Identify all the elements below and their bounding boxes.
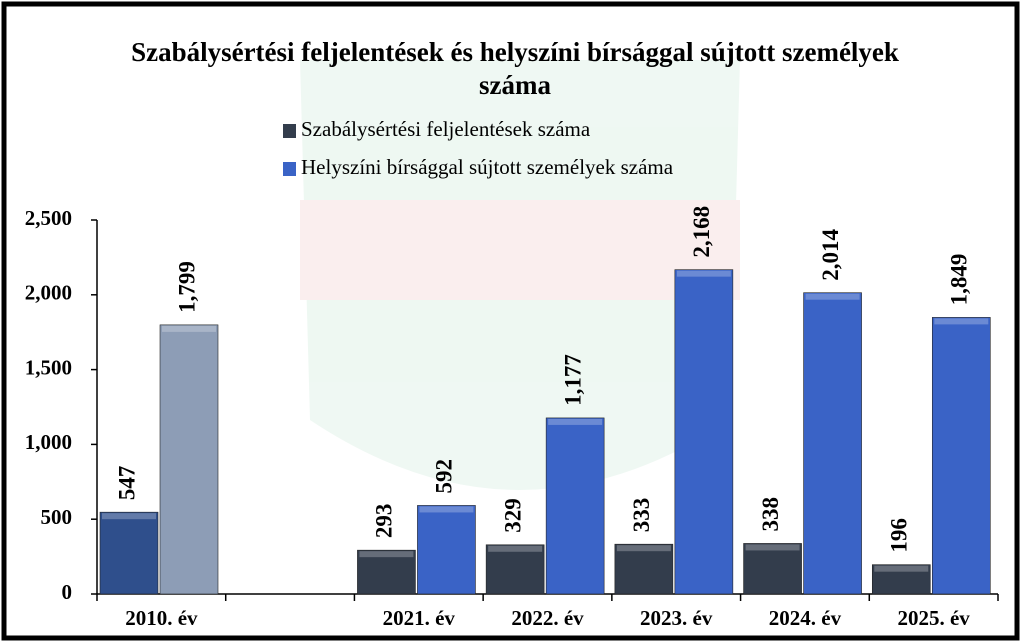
bar	[486, 545, 544, 594]
bar-highlight	[617, 545, 671, 551]
bar	[615, 544, 673, 594]
bar-highlight	[874, 566, 928, 572]
x-tick-label: 2021. év	[383, 606, 456, 630]
data-label: 338	[758, 497, 783, 532]
bar-highlight	[419, 506, 473, 512]
data-label: 1,177	[560, 354, 585, 406]
y-tick-label: 2,500	[25, 206, 72, 230]
legend-swatch	[283, 124, 296, 138]
page: Szabálysértési feljelentések száma Helysz…	[0, 0, 1021, 642]
legend-swatch	[283, 162, 296, 176]
data-label: 329	[500, 498, 525, 533]
bar	[744, 543, 802, 594]
data-label: 196	[887, 518, 912, 553]
data-label: 333	[629, 498, 654, 533]
bar	[546, 418, 604, 594]
data-label: 1,799	[174, 261, 199, 313]
x-tick-label: 2024. év	[769, 606, 842, 630]
bar-highlight	[677, 271, 731, 277]
bar-highlight	[934, 318, 988, 324]
data-label: 2,168	[689, 206, 714, 258]
bar-highlight	[746, 544, 800, 550]
y-tick-label: 0	[62, 580, 73, 604]
legend-label: Szabálysértési feljelentések száma	[301, 117, 591, 141]
bar-highlight	[359, 551, 413, 557]
bar-highlight	[548, 419, 602, 425]
bar-highlight	[102, 513, 156, 519]
legend-label: Helyszíni bírsággal sújtott személyek sz…	[301, 155, 674, 179]
bar-highlight	[488, 546, 542, 552]
data-label: 592	[432, 459, 457, 494]
y-tick-label: 1,500	[25, 355, 72, 379]
data-label: 2,014	[818, 228, 843, 280]
chart-title: Szabálysértési feljelentések és helyszín…	[120, 36, 910, 102]
bar-highlight	[162, 326, 216, 332]
x-tick-label: 2023. év	[640, 606, 713, 630]
y-tick-label: 500	[41, 505, 73, 529]
bar	[675, 270, 733, 594]
bar	[100, 512, 158, 594]
bar	[160, 325, 218, 594]
bar-highlight	[806, 294, 860, 300]
y-tick-label: 2,000	[25, 281, 72, 305]
x-tick-label: 2022. év	[511, 606, 584, 630]
x-tick-label: 2010. év	[125, 606, 198, 630]
bar	[932, 317, 990, 594]
bar	[804, 293, 862, 594]
data-label: 293	[372, 504, 397, 539]
data-label: 547	[114, 466, 139, 501]
data-label: 1,849	[947, 254, 972, 306]
x-tick-label: 2025. év	[897, 606, 970, 630]
y-tick-label: 1,000	[25, 430, 72, 454]
bar	[417, 505, 475, 594]
